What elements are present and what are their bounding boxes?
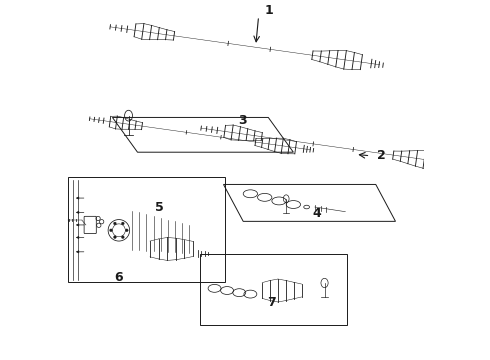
- Text: 2: 2: [377, 149, 386, 162]
- Text: 1: 1: [265, 4, 273, 17]
- Text: 4: 4: [312, 207, 321, 220]
- Circle shape: [122, 236, 124, 239]
- Text: 7: 7: [267, 296, 276, 309]
- Text: 6: 6: [114, 271, 123, 284]
- Circle shape: [114, 222, 116, 225]
- Circle shape: [125, 229, 128, 232]
- Circle shape: [110, 229, 112, 232]
- Circle shape: [114, 236, 116, 239]
- Text: 3: 3: [239, 113, 247, 126]
- Circle shape: [122, 222, 124, 225]
- Text: 5: 5: [155, 201, 164, 213]
